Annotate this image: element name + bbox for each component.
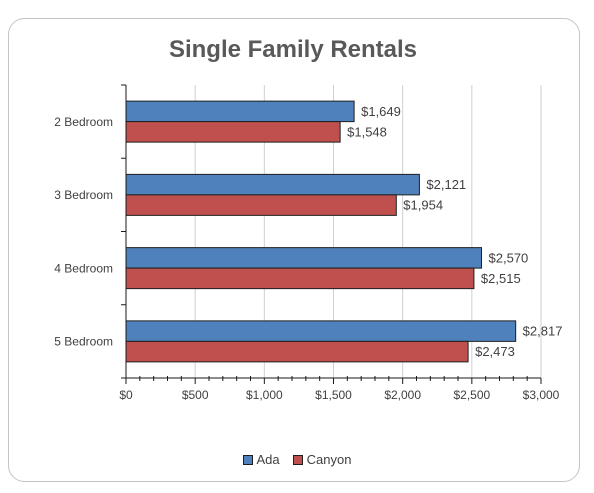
data-label-ada-4-bedroom: $2,570 bbox=[489, 250, 529, 265]
x-tick-label-1500: $1,500 bbox=[315, 388, 352, 402]
legend-label-ada: Ada bbox=[256, 452, 280, 467]
x-tick-label-2500: $2,500 bbox=[453, 388, 490, 402]
legend-label-canyon: Canyon bbox=[306, 452, 352, 467]
data-label-ada-3-bedroom: $2,121 bbox=[426, 177, 466, 192]
legend-swatch-canyon bbox=[292, 454, 303, 465]
bar-canyon-2-bedroom bbox=[125, 121, 341, 143]
y-tick-label-5-bedroom: 5 Bedroom bbox=[54, 335, 113, 349]
x-axis-labels: $0 $500 $1,000 $1,500 $2,000 $2,500 $3,000 bbox=[119, 388, 559, 402]
legend-swatch-ada bbox=[242, 454, 253, 465]
bar-ada-5-bedroom bbox=[125, 320, 517, 342]
data-label-ada-2-bedroom: $1,649 bbox=[361, 104, 401, 119]
x-tick-label-0: $0 bbox=[119, 388, 133, 402]
x-tick-label-1000: $1,000 bbox=[246, 388, 283, 402]
axes bbox=[121, 84, 542, 384]
bar-canyon-3-bedroom bbox=[125, 194, 397, 216]
legend-item-canyon: Canyon bbox=[292, 452, 352, 467]
bar-canyon-4-bedroom bbox=[125, 267, 475, 290]
bar-canyon-5-bedroom bbox=[125, 340, 469, 363]
data-label-canyon-4-bedroom: $2,515 bbox=[481, 271, 521, 286]
data-label-canyon-2-bedroom: $1,548 bbox=[347, 124, 387, 139]
y-tick-label-3-bedroom: 3 Bedroom bbox=[54, 188, 113, 202]
x-tick-label-3000: $3,000 bbox=[523, 388, 560, 402]
legend-item-ada: Ada bbox=[242, 452, 280, 467]
y-axis-labels: 2 Bedroom 3 Bedroom 4 Bedroom 5 Bedroom bbox=[54, 115, 113, 349]
bar-ada-2-bedroom bbox=[125, 100, 355, 123]
data-label-canyon-5-bedroom: $2,473 bbox=[475, 344, 515, 359]
x-tick-label-2000: $2,000 bbox=[384, 388, 421, 402]
y-tick-label-2-bedroom: 2 Bedroom bbox=[54, 115, 113, 129]
bar-ada-4-bedroom bbox=[125, 247, 483, 269]
legend: Ada Canyon bbox=[0, 452, 594, 467]
y-tick-label-4-bedroom: 4 Bedroom bbox=[54, 261, 113, 275]
data-labels: $1,649 $2,121 $2,570 $2,817 $1,548 $1,954 $2,5… bbox=[347, 104, 562, 359]
data-label-ada-5-bedroom: $2,817 bbox=[523, 324, 563, 339]
bar-ada-3-bedroom bbox=[125, 173, 420, 196]
data-label-canyon-3-bedroom: $1,954 bbox=[403, 198, 443, 213]
x-tick-label-500: $500 bbox=[182, 388, 209, 402]
chart-title: Single Family Rentals bbox=[169, 36, 417, 63]
